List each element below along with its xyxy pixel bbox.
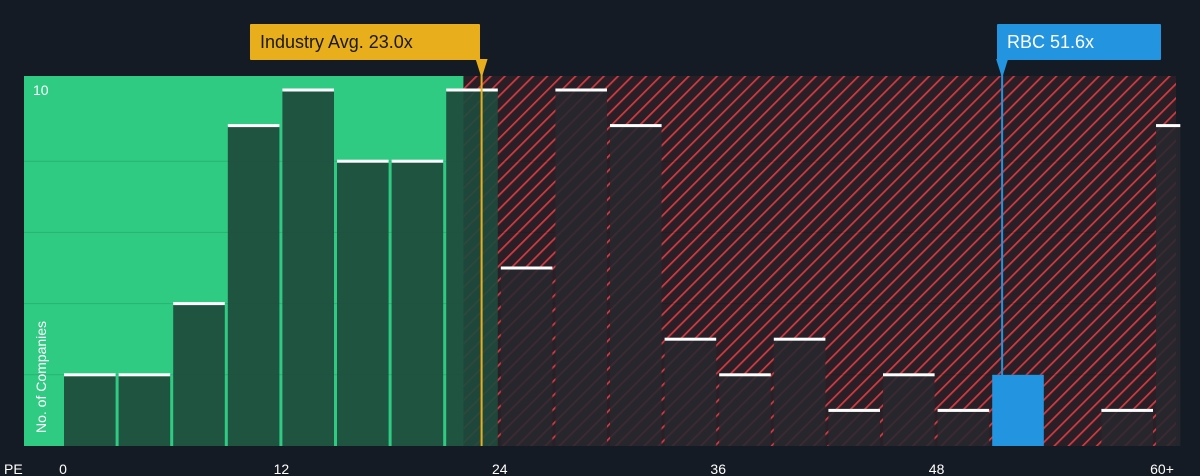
bar-top-cap (446, 88, 498, 92)
histogram-bar (828, 410, 880, 446)
histogram-bar (391, 161, 444, 446)
bar-top-cap (719, 373, 771, 377)
histogram-bar (500, 268, 553, 446)
industry-avg-callout (250, 24, 480, 60)
x-tick-label: 0 (59, 461, 67, 476)
histogram-bar (937, 410, 990, 446)
bar-top-cap (173, 302, 225, 306)
x-tick-label: 12 (274, 461, 290, 476)
bar-top-cap (227, 124, 280, 128)
histogram-bar (773, 339, 826, 446)
bar-top-cap (500, 266, 553, 270)
histogram-bar (555, 90, 607, 446)
bar-top-cap (282, 88, 334, 92)
bar-top-cap (883, 373, 935, 377)
bar-top-cap (64, 373, 116, 377)
histogram-bar (337, 161, 389, 446)
histogram-bar (992, 374, 1044, 446)
histogram-bar (227, 125, 280, 446)
y-axis-label: No. of Companies (33, 321, 49, 433)
histogram-bar (118, 374, 171, 446)
histogram-bar (446, 90, 498, 446)
histogram-bar (173, 303, 225, 446)
company-pe-pointer (996, 59, 1009, 78)
bar-top-cap (118, 373, 171, 377)
histogram-bar (610, 125, 662, 446)
bar-top-cap (391, 159, 444, 163)
bar-top-cap (555, 88, 607, 92)
histogram-bar (1101, 410, 1153, 446)
x-tick-label: 36 (710, 461, 726, 476)
histogram-bar (883, 374, 935, 446)
histogram-bar (1156, 125, 1181, 446)
histogram-bar (282, 90, 334, 446)
bar-top-cap (337, 159, 389, 163)
company-pe-callout (997, 24, 1161, 60)
x-tick-label: 48 (929, 461, 945, 476)
industry-avg-pointer (475, 59, 488, 78)
histogram-bar (64, 374, 116, 446)
x-tick-label: 60+ (1150, 461, 1174, 476)
bar-top-cap (773, 337, 826, 341)
bar-top-cap (828, 408, 880, 412)
bar-top-cap (664, 337, 717, 341)
company-pe-label: RBC 51.6x (1007, 32, 1094, 52)
industry-avg-label: Industry Avg. 23.0x (260, 32, 413, 52)
bar-top-cap (610, 124, 662, 128)
bar-top-cap (937, 408, 990, 412)
bar-top-cap (1101, 408, 1153, 412)
y-tick-label: 10 (33, 82, 49, 98)
bar-top-cap (1156, 124, 1181, 128)
histogram-bar (664, 339, 717, 446)
x-axis-label: PE (4, 461, 23, 476)
x-tick-label: 24 (492, 461, 508, 476)
histogram-bar (719, 374, 771, 446)
